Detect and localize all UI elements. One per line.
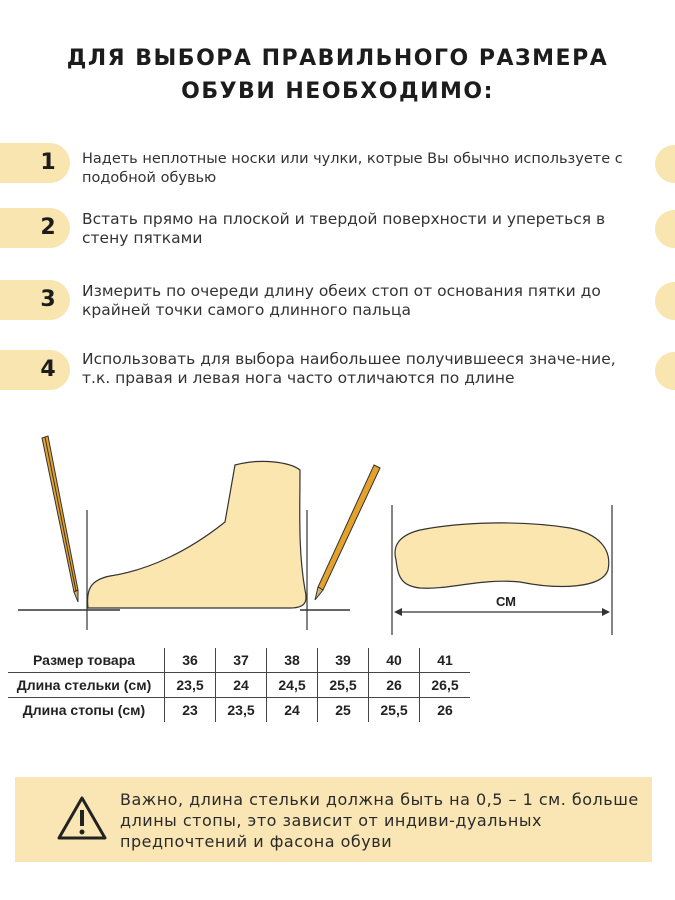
- warning-triangle-icon: [57, 796, 107, 840]
- row-label: Размер товара: [8, 648, 165, 673]
- title-part: ДЛЯ ВЫБОРА: [66, 46, 262, 71]
- table-cell: 39: [317, 648, 369, 673]
- row-label: Длина стельки (см): [8, 672, 165, 698]
- table-cell: 24: [266, 697, 318, 722]
- step-badge: [0, 208, 70, 248]
- table-cell: 24,5: [266, 672, 318, 698]
- decor-cap: [655, 145, 675, 183]
- table-cell: 40: [368, 648, 420, 673]
- unit-label: СМ: [496, 594, 516, 609]
- step-badge: [0, 143, 70, 183]
- step-badge: [0, 280, 70, 320]
- table-cell: 23,5: [164, 672, 216, 698]
- table-cell: 26,5: [419, 672, 470, 698]
- step-number: 4: [40, 357, 56, 382]
- warning-text: Важно, длина стельки должна быть на 0,5 …: [120, 790, 639, 851]
- table-cell: 26: [368, 672, 420, 698]
- table-cell: 25,5: [317, 672, 369, 698]
- table-cell: 41: [419, 648, 470, 673]
- step-text: Измерить по очереди длину обеих стоп от …: [82, 282, 601, 319]
- table-cell: 36: [164, 648, 216, 673]
- table-row: Длина стельки (см) 23,5 24 24,5 25,5 26 26,5: [8, 672, 470, 698]
- table-row: Размер товара 36 37 38 39 40 41: [8, 648, 470, 673]
- step-text: Надеть неплотные носки или чулки, котрые…: [82, 151, 623, 186]
- pencil-right-icon: [314, 464, 381, 601]
- foot-measurement-illustration: СМ: [18, 435, 613, 635]
- table-cell: 23,5: [215, 697, 267, 722]
- table-cell: 38: [266, 648, 318, 673]
- title-bold: ПРАВИЛЬНОГО: [261, 46, 470, 71]
- table-row: Длина стопы (см) 23 23,5 24 25 25,5 26: [8, 697, 470, 722]
- table-cell: 37: [215, 648, 267, 673]
- size-table: Размер товара 36 37 38 39 40 41 Длина стельки …: [8, 648, 470, 722]
- step-text: Использовать для выбора наибольшее получ…: [82, 350, 616, 387]
- foot-top-view: [394, 522, 610, 589]
- decor-cap: [655, 282, 675, 320]
- table-cell: 25,5: [368, 697, 420, 722]
- step-text: Встать прямо на плоской и твердой поверх…: [82, 210, 606, 247]
- warning-box: Важно, длина стельки должна быть на 0,5 …: [15, 777, 652, 862]
- table-cell: 24: [215, 672, 267, 698]
- page-title: ДЛЯ ВЫБОРА ПРАВИЛЬНОГО РАЗМЕРА ОБУВИ НЕО…: [0, 42, 675, 108]
- decor-cap: [655, 210, 675, 248]
- table-cell: 25: [317, 697, 369, 722]
- table-cell: 23: [164, 697, 216, 722]
- step-number: 3: [40, 287, 56, 312]
- title-line2: ОБУВИ НЕОБХОДИМО:: [181, 79, 494, 104]
- table-cell: 26: [419, 697, 470, 722]
- step-number: 2: [40, 215, 56, 240]
- step-number: 1: [40, 150, 56, 175]
- step-badge: [0, 350, 70, 390]
- title-part: РАЗМЕРА: [469, 46, 609, 71]
- foot-side-view: [86, 460, 307, 609]
- pencil-left-icon: [41, 435, 79, 603]
- decor-cap: [655, 352, 675, 390]
- row-label: Длина стопы (см): [22, 702, 146, 718]
